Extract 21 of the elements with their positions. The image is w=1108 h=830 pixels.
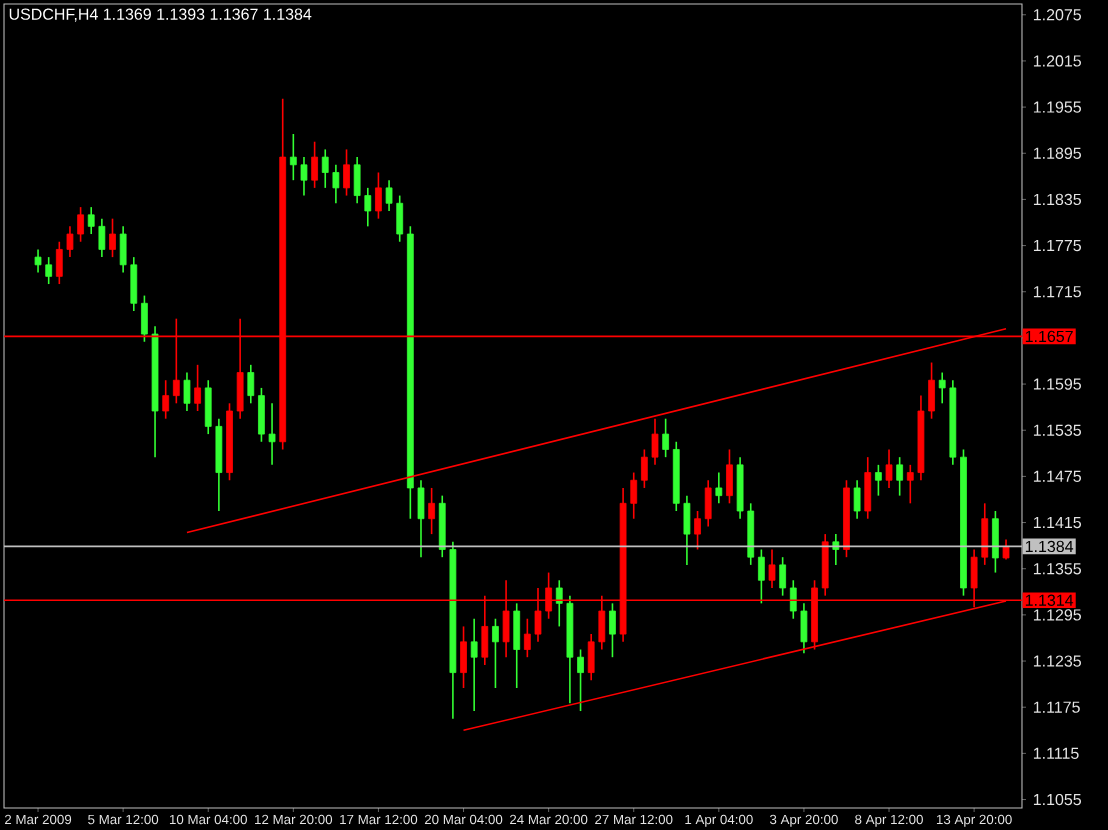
y-tick-label: 1.1775: [1033, 240, 1082, 252]
y-tick-label: 1.1295: [1033, 609, 1082, 621]
y-tick-label: 1.1115: [1033, 747, 1079, 759]
y-tick-label: 1.1475: [1033, 470, 1082, 482]
ref-line-label: 1.1657: [1025, 330, 1073, 343]
y-tick-label: 1.1955: [1033, 101, 1082, 113]
ref-line-label: 1.1314: [1025, 594, 1074, 606]
chart-title: USDCHF,H4 1.1369 1.1393 1.1367 1.1384: [9, 8, 312, 22]
y-tick-label: 1.1415: [1033, 516, 1082, 529]
y-tick-label: 1.1535: [1033, 424, 1082, 436]
y-tick-label: 1.1175: [1033, 701, 1080, 713]
y-tick-label: 1.1715: [1033, 286, 1082, 298]
y-tick-label: 1.1235: [1033, 655, 1082, 667]
y-tick-label: 1.1595: [1033, 378, 1082, 390]
y-tick-label: 1.1835: [1033, 193, 1082, 206]
y-tick-label: 1.1895: [1033, 147, 1082, 159]
ref-line-label: 1.1384: [1025, 540, 1074, 553]
y-tick-label: 1.1055: [1033, 793, 1082, 806]
y-tick-label: 1.1355: [1033, 563, 1082, 575]
y-tick-label: 1.2015: [1033, 55, 1082, 67]
y-tick-label: 1.2075: [1033, 9, 1082, 21]
